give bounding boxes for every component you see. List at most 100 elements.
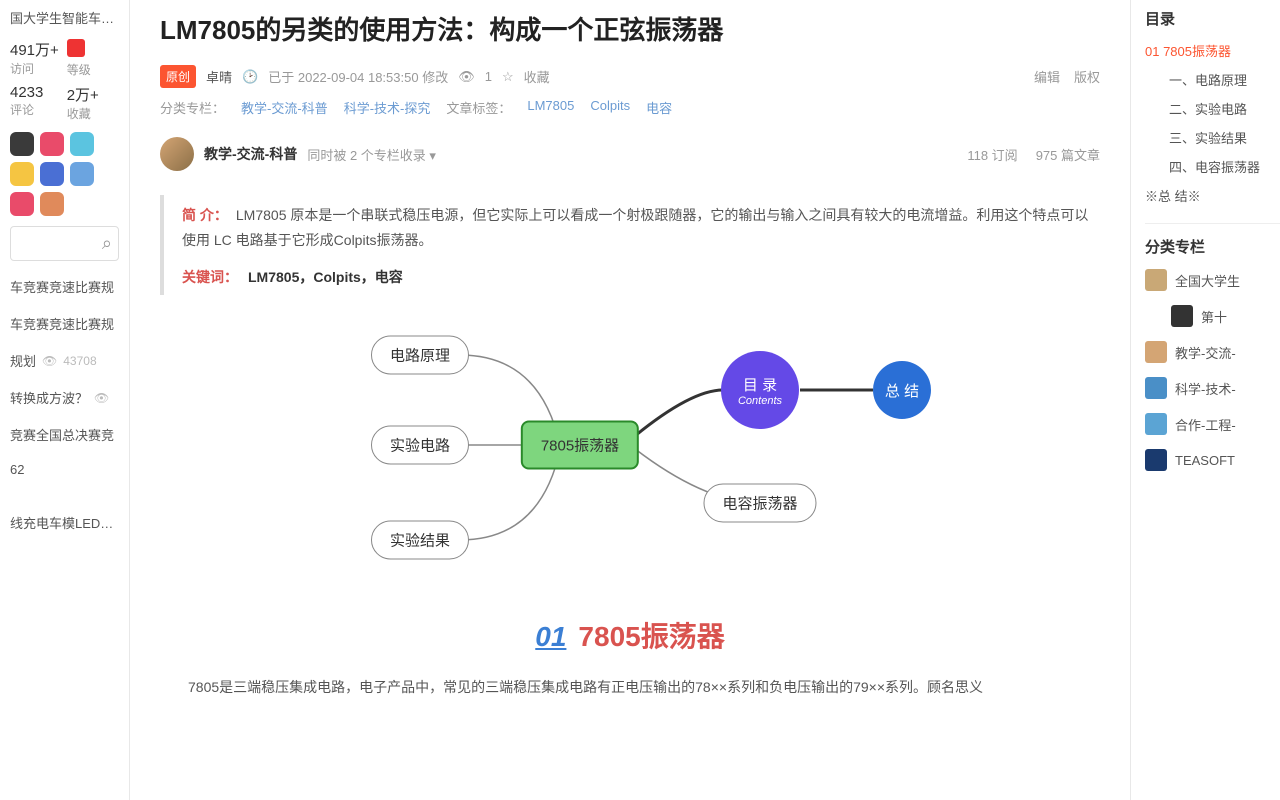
sidebar-list-item[interactable]: 线充电车模LED… (10, 513, 119, 532)
column-text: 全国大学生 (1175, 271, 1240, 290)
right-sidebar: 目录 01 7805振荡器 一、电路原理二、实验电路三、实验结果四、电容振荡器 … (1130, 0, 1280, 800)
column-text: TEASOFT (1175, 453, 1235, 468)
publish-time: 已于 2022-09-04 18:53:50 修改 (268, 67, 448, 86)
column-avatar[interactable] (160, 137, 194, 171)
mindmap-center: 7805振荡器 (521, 421, 639, 470)
badge-icon[interactable] (10, 192, 34, 216)
column-thumb (1145, 449, 1167, 471)
badge-icon[interactable] (70, 162, 94, 186)
mindmap-node: 电容振荡器 (703, 484, 816, 523)
toc-item-l2[interactable]: 一、电路原理 (1145, 70, 1280, 89)
star-icon[interactable]: ☆ (502, 69, 514, 85)
copyright-button[interactable]: 版权 (1074, 67, 1100, 86)
badge-icon[interactable] (40, 192, 64, 216)
left-sidebar: 国大学生智能车… 491万+访问 等级 4233评论 2万+收藏 ⌕ 车竞赛竞速… (0, 0, 130, 800)
search-icon: ⌕ (102, 233, 112, 253)
mindmap-diagram: 电路原理 实验电路 实验结果 7805振荡器 目 录 Contents 电容振荡… (160, 325, 1100, 585)
badge-icon[interactable] (10, 132, 34, 156)
eye-icon: 👁 (42, 354, 57, 368)
badge-icon[interactable] (40, 132, 64, 156)
article-count: 975 篇文章 (1036, 145, 1100, 164)
section-number: 01 (535, 621, 566, 652)
column-list-item[interactable]: 全国大学生 (1145, 269, 1280, 291)
intro-text: LM7805 原本是一个串联式稳压电源，但它实际上可以看成一个射极跟随器，它的输… (182, 207, 1088, 248)
column-thumb (1145, 269, 1167, 291)
category-link[interactable]: 科学-技术-探究 (344, 98, 431, 117)
view-icon: 👁 (458, 69, 475, 85)
original-badge: 原创 (160, 65, 196, 88)
badge-icon[interactable] (40, 162, 64, 186)
column-sub[interactable]: 同时被 2 个专栏收录 ▾ (307, 145, 436, 164)
column-list-item[interactable]: TEASOFT (1145, 449, 1280, 471)
search-input[interactable]: ⌕ (10, 226, 119, 261)
column-name[interactable]: 教学-交流-科普 (204, 144, 297, 164)
view-count: 1 (485, 69, 492, 84)
mindmap-toc: 目 录 Contents (721, 351, 799, 429)
tag-link[interactable]: LM7805 (527, 98, 574, 117)
column-thumb (1171, 305, 1193, 327)
toc-title: 目录 (1145, 8, 1280, 29)
column-thumb (1145, 413, 1167, 435)
section-title: 7805振荡器 (578, 621, 724, 652)
eye-icon: 👁 (94, 391, 109, 405)
column-bar: 教学-交流-科普 同时被 2 个专栏收录 ▾ 118 订阅 975 篇文章 (160, 137, 1100, 171)
category-label: 分类专栏： (160, 98, 225, 117)
stat-favs: 2万+ (67, 84, 119, 105)
column-thumb (1145, 341, 1167, 363)
toc-item-l2[interactable]: 三、实验结果 (1145, 128, 1280, 147)
column-thumb (1145, 377, 1167, 399)
sidebar-list-item[interactable]: 车竞赛竞速比赛规 (10, 277, 119, 296)
tag-link[interactable]: Colpits (590, 98, 630, 117)
badge-icon[interactable] (70, 132, 94, 156)
main-content: LM7805的另类的使用方法：构成一个正弦振荡器 原创 卓晴 🕑 已于 2022… (130, 0, 1130, 800)
subscribe-count: 118 订阅 (967, 145, 1017, 164)
section-heading: 01 7805振荡器 (160, 615, 1100, 655)
body-paragraph: 7805是三端稳压集成电路，电子产品中，常见的三端稳压集成电路有正电压输出的78… (160, 675, 1100, 700)
badge-icon[interactable] (10, 162, 34, 186)
mindmap-node: 实验结果 (371, 521, 469, 560)
meta-row: 原创 卓晴 🕑 已于 2022-09-04 18:53:50 修改 👁 1 ☆ … (160, 65, 1100, 88)
category-link[interactable]: 教学-交流-科普 (241, 98, 328, 117)
clock-icon: 🕑 (242, 69, 258, 85)
badge-row (10, 132, 119, 216)
mindmap-node: 实验电路 (371, 426, 469, 465)
stat-favs-label: 收藏 (67, 105, 119, 122)
category-row: 分类专栏： 教学-交流-科普 科学-技术-探究 文章标签： LM7805 Col… (160, 98, 1100, 117)
stat-level-label: 等级 (67, 61, 119, 78)
keyword-label: 关键词： (182, 269, 238, 285)
sidebar-list-item[interactable]: 车竞赛竞速比赛规 (10, 314, 119, 333)
sidebar-list-item[interactable]: 规划 👁43708 (10, 351, 119, 370)
toc-item-l1[interactable]: 01 7805振荡器 (1145, 41, 1280, 60)
sidebar-list-item[interactable]: 转换成方波？ 👁 (10, 388, 119, 407)
stat-visits: 491万+ (10, 39, 62, 60)
intro-label: 简 介： (182, 207, 228, 223)
article-title: LM7805的另类的使用方法：构成一个正弦振荡器 (160, 10, 1100, 47)
column-list-item[interactable]: 第十 (1145, 305, 1280, 327)
author-name[interactable]: 卓晴 (206, 67, 232, 86)
column-text: 合作-工程- (1175, 415, 1236, 434)
stat-comments-label: 评论 (10, 101, 62, 118)
toc-summary[interactable]: ※总 结※ (1145, 186, 1280, 205)
intro-box: 简 介：LM7805 原本是一个串联式稳压电源，但它实际上可以看成一个射极跟随器… (160, 195, 1100, 295)
column-list-item[interactable]: 教学-交流- (1145, 341, 1280, 363)
sidebar-top-title[interactable]: 国大学生智能车… (10, 8, 119, 27)
tag-link[interactable]: 电容 (646, 98, 672, 117)
column-list-item[interactable]: 科学-技术- (1145, 377, 1280, 399)
tag-label: 文章标签： (446, 98, 511, 117)
favorite-label[interactable]: 收藏 (524, 67, 550, 86)
edit-button[interactable]: 编辑 (1034, 67, 1060, 86)
stat-visits-label: 访问 (10, 60, 62, 77)
stat-comments: 4233 (10, 84, 62, 101)
mindmap-summary: 总 结 (873, 361, 931, 419)
toc-item-l2[interactable]: 四、电容振荡器 (1145, 157, 1280, 176)
sidebar-list-item[interactable]: 竞赛全国总决赛竞 (10, 425, 119, 444)
mindmap-node: 电路原理 (371, 336, 469, 375)
column-list-item[interactable]: 合作-工程- (1145, 413, 1280, 435)
toc-item-l2[interactable]: 二、实验电路 (1145, 99, 1280, 118)
sidebar-list-item[interactable]: 62 (10, 462, 119, 477)
level-icon (67, 39, 85, 57)
column-text: 第十 (1201, 307, 1227, 326)
keyword-text: LM7805，Colpits，电容 (248, 269, 403, 285)
column-text: 教学-交流- (1175, 343, 1236, 362)
column-text: 科学-技术- (1175, 379, 1236, 398)
